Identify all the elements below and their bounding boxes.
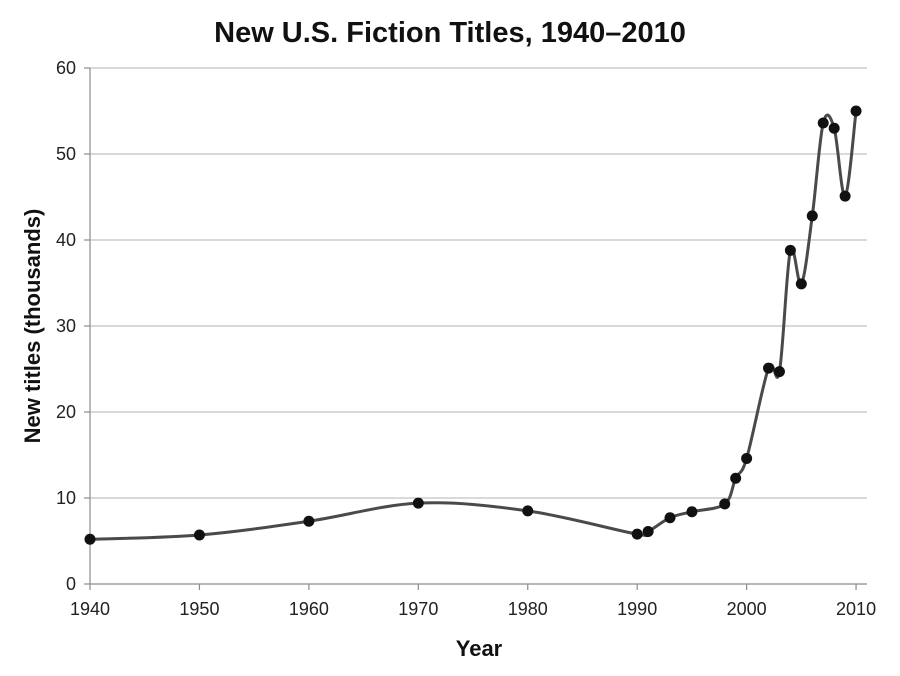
data-point-2007 bbox=[817, 117, 829, 129]
y-tick-label-0: 0 bbox=[66, 574, 76, 594]
y-tick-label-60: 60 bbox=[56, 58, 76, 78]
chart-title: New U.S. Fiction Titles, 1940–2010 bbox=[214, 17, 686, 49]
data-point-2008 bbox=[828, 122, 840, 134]
data-point-2006 bbox=[806, 210, 818, 222]
gridlines bbox=[90, 67, 867, 499]
series bbox=[84, 105, 862, 545]
data-point-1950 bbox=[193, 529, 205, 541]
data-point-1999 bbox=[730, 472, 742, 484]
data-point-1970 bbox=[412, 497, 424, 509]
x-tick-label-1970: 1970 bbox=[398, 599, 438, 619]
x-tick-label-1980: 1980 bbox=[508, 599, 548, 619]
y-axis-title: New titles (thousands) bbox=[20, 209, 45, 444]
data-point-1991 bbox=[642, 526, 654, 538]
x-tick-label-1950: 1950 bbox=[179, 599, 219, 619]
y-tick-label-50: 50 bbox=[56, 144, 76, 164]
tick-labels: 1940 1950 1960 1970 1980 1990 2000 2010 0 10 20 30 4… bbox=[56, 58, 876, 619]
x-tick-label-1960: 1960 bbox=[289, 599, 329, 619]
data-point-1998 bbox=[719, 498, 731, 510]
x-tick-label-2000: 2000 bbox=[727, 599, 767, 619]
x-tick-label-1940: 1940 bbox=[70, 599, 110, 619]
axes bbox=[84, 67, 867, 590]
data-point-1995 bbox=[686, 506, 698, 518]
data-point-1940 bbox=[84, 533, 96, 545]
series-line-0 bbox=[88, 109, 858, 541]
y-tick-label-20: 20 bbox=[56, 402, 76, 422]
x-axis-title: Year bbox=[456, 636, 503, 661]
data-point-1980 bbox=[522, 505, 534, 517]
data-point-2005 bbox=[795, 278, 807, 290]
y-tick-label-40: 40 bbox=[56, 230, 76, 250]
y-tick-label-30: 30 bbox=[56, 316, 76, 336]
data-point-2010 bbox=[850, 105, 862, 117]
x-tick-label-1990: 1990 bbox=[617, 599, 657, 619]
data-point-2002 bbox=[763, 362, 775, 374]
data-point-2000 bbox=[741, 452, 753, 464]
data-point-2004 bbox=[784, 244, 796, 256]
data-point-2009 bbox=[839, 190, 851, 202]
data-point-2003 bbox=[773, 366, 785, 378]
y-tick-label-10: 10 bbox=[56, 488, 76, 508]
data-point-1990 bbox=[631, 528, 643, 540]
data-point-1993 bbox=[664, 512, 676, 524]
x-tick-label-2010: 2010 bbox=[836, 599, 876, 619]
data-point-1960 bbox=[303, 515, 315, 527]
